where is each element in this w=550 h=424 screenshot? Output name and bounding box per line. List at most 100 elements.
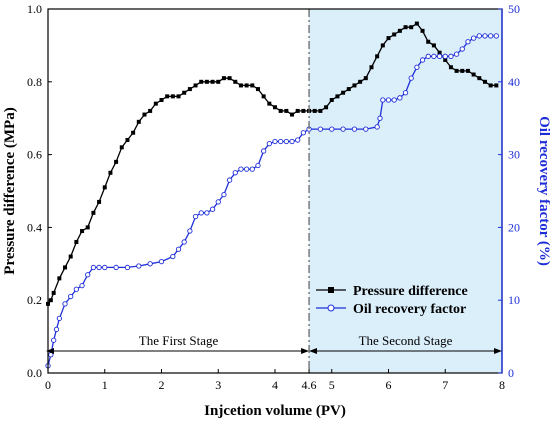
pressure-point xyxy=(397,28,402,33)
x-tick-label: 7 xyxy=(442,378,448,392)
left-y-axis-title: Pressure difference (MPa) xyxy=(2,107,18,274)
pressure-point xyxy=(290,112,295,117)
x-tick-label: 8 xyxy=(499,378,505,392)
pressure-point xyxy=(324,105,329,110)
recovery-point xyxy=(85,272,91,278)
pressure-point xyxy=(437,50,442,55)
recovery-point xyxy=(377,115,383,121)
x-tick-label: 6 xyxy=(386,378,392,392)
pressure-point xyxy=(255,87,260,92)
pressure-point xyxy=(375,54,380,59)
left-y-tick-label: 0.6 xyxy=(27,148,42,162)
recovery-point xyxy=(300,130,307,136)
first-stage-label: The First Stage xyxy=(139,333,219,348)
recovery-point xyxy=(278,138,284,145)
legend: Pressure difference Oil recovery factor xyxy=(316,284,468,317)
pressure-point xyxy=(142,112,147,117)
stage-annotations: The First Stage The Second Stage xyxy=(46,333,502,354)
pressure-point xyxy=(233,79,238,84)
pressure-point xyxy=(68,254,73,259)
recovery-point xyxy=(158,258,165,265)
right-y-tick-label: 30 xyxy=(508,148,520,162)
x-tick-label: 5 xyxy=(329,378,335,392)
recovery-point xyxy=(289,138,295,145)
recovery-point xyxy=(68,293,74,300)
pressure-point xyxy=(346,87,351,92)
pressure-point xyxy=(409,25,414,30)
pressure-point xyxy=(420,28,425,33)
recovery-point xyxy=(53,326,60,332)
recovery-point xyxy=(73,286,80,292)
recovery-point xyxy=(272,138,278,145)
pressure-point xyxy=(465,68,470,73)
recovery-point xyxy=(113,264,119,271)
pressure-point xyxy=(494,83,499,88)
recovery-point xyxy=(62,301,68,307)
pressure-point xyxy=(51,290,56,295)
recovery-point xyxy=(51,337,57,343)
pressure-point xyxy=(295,108,300,113)
legend-pressure-label: Pressure difference xyxy=(353,284,468,299)
pressure-point xyxy=(329,98,334,102)
recovery-point xyxy=(340,126,346,132)
legend-recovery-label: Oil recovery factor xyxy=(353,302,466,317)
pressure-point xyxy=(250,83,255,88)
recovery-point xyxy=(124,264,131,271)
series-layer xyxy=(45,21,499,369)
pressure-point xyxy=(221,76,226,81)
left-y-tick-label: 0.4 xyxy=(27,220,42,234)
x-tick-label: 4 xyxy=(272,378,278,392)
pressure-point xyxy=(74,239,79,244)
recovery-point xyxy=(442,53,448,59)
pressure-point xyxy=(108,170,113,175)
x-tick-label: 2 xyxy=(159,378,165,392)
pressure-point xyxy=(210,79,215,84)
left-y-tick-label: 0.0 xyxy=(27,366,42,380)
pressure-point xyxy=(369,65,374,70)
recovery-point xyxy=(482,33,488,39)
recovery-point xyxy=(181,239,187,245)
recovery-point xyxy=(448,53,454,59)
recovery-point xyxy=(425,53,431,59)
recovery-point xyxy=(255,162,261,169)
pressure-point xyxy=(392,32,397,37)
recovery-point xyxy=(283,138,289,145)
recovery-point xyxy=(260,148,267,154)
pressure-point xyxy=(102,185,107,190)
pressure-point xyxy=(477,76,482,81)
recovery-point xyxy=(147,261,153,267)
ticks-layer: 0 1 2 3 4 4.6 5 6 7 8 0.0 0.2 0.4 0.6 0.8 1.0 0 10 20 30 40 5… xyxy=(27,2,520,392)
recovery-point xyxy=(397,95,403,101)
recovery-point xyxy=(136,263,142,269)
recovery-point xyxy=(317,126,324,132)
pressure-point xyxy=(414,21,419,26)
pressure-point xyxy=(204,79,209,84)
recovery-point xyxy=(238,166,244,172)
x-tick-label: 4.6 xyxy=(302,378,317,392)
pressure-point xyxy=(148,108,153,113)
recovery-point xyxy=(351,126,358,132)
legend-pressure-marker xyxy=(328,287,334,293)
recovery-point xyxy=(226,177,233,183)
pressure-point xyxy=(341,90,346,95)
pressure-point xyxy=(227,76,232,81)
pressure-point xyxy=(403,25,408,30)
right-y-tick-label: 10 xyxy=(508,293,520,307)
pressure-point xyxy=(238,83,243,88)
pressure-point xyxy=(488,83,493,88)
recovery-point xyxy=(470,35,477,41)
pressure-point xyxy=(386,36,391,41)
pressure-point xyxy=(170,94,175,99)
pressure-point xyxy=(97,199,102,204)
pressure-point xyxy=(335,94,340,99)
recovery-point xyxy=(209,206,216,212)
pressure-point xyxy=(199,79,204,84)
recovery-point xyxy=(198,210,204,216)
right-y-tick-label: 40 xyxy=(508,75,520,89)
recovery-point xyxy=(363,126,369,132)
recovery-point xyxy=(249,166,255,172)
right-y-tick-label: 20 xyxy=(508,220,520,234)
recovery-point xyxy=(385,97,392,103)
pressure-point xyxy=(159,98,164,102)
